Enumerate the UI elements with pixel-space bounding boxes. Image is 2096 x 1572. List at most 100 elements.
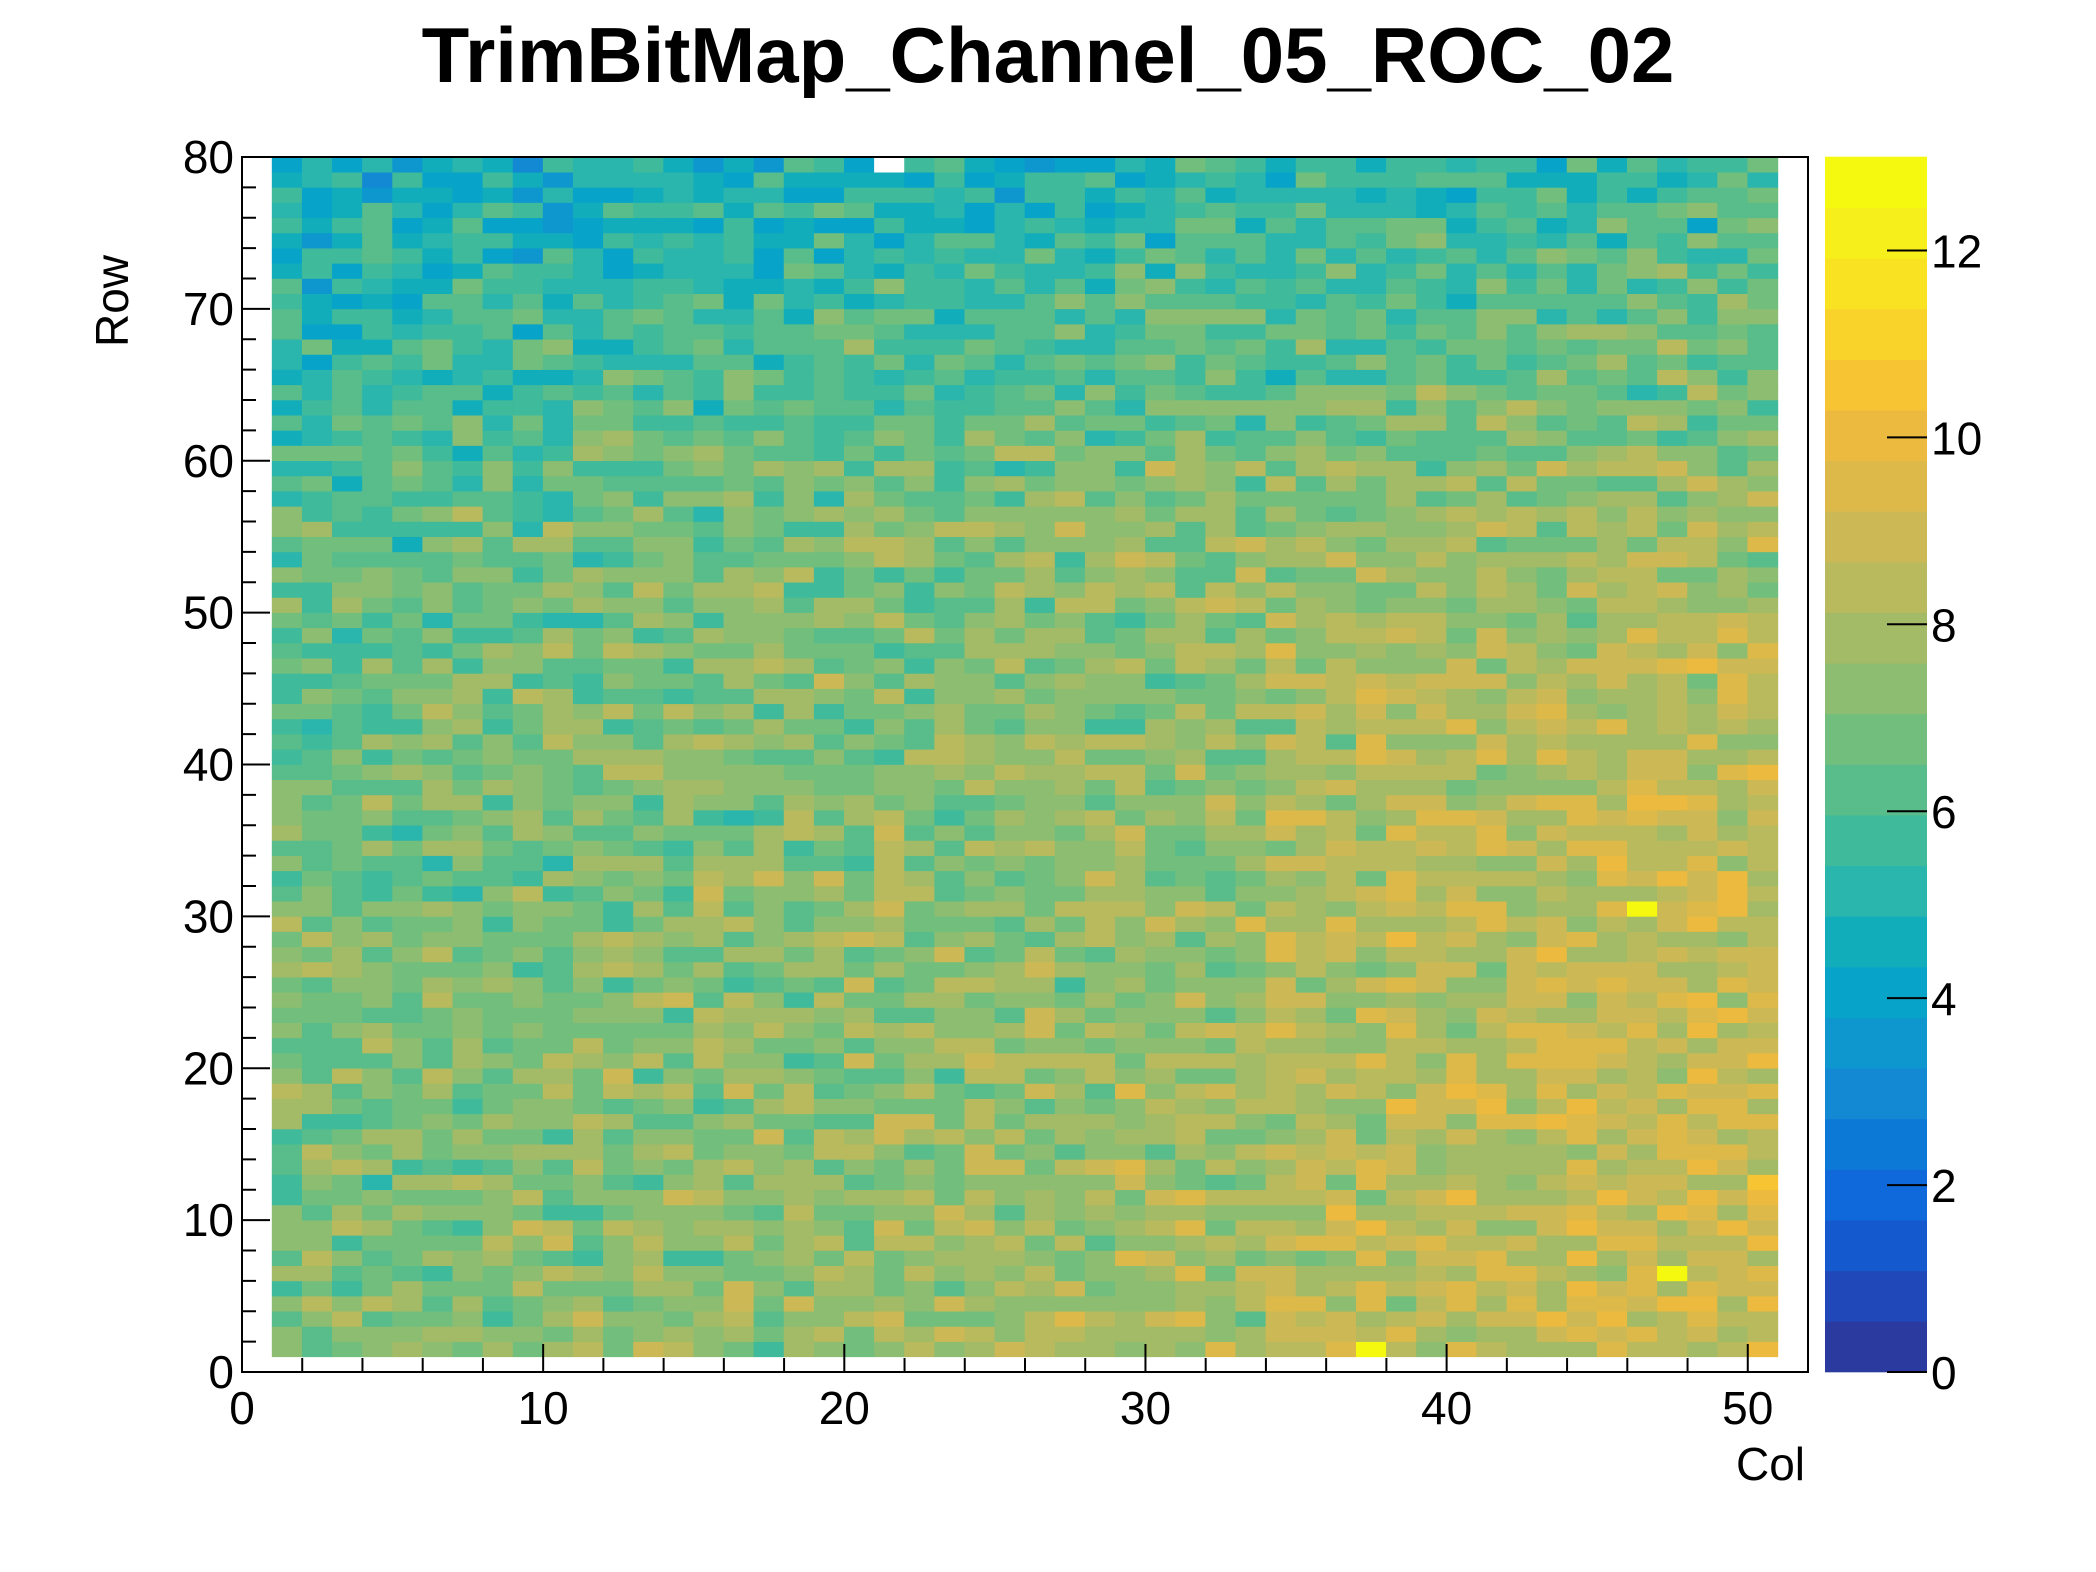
heatmap-cell [813, 1250, 845, 1266]
heatmap-cell [482, 1310, 514, 1327]
heatmap-cell [753, 657, 785, 674]
heatmap-cell [934, 1235, 966, 1251]
heatmap-cell [813, 399, 845, 416]
heatmap-cell [1747, 1022, 1779, 1039]
heatmap-cell [1235, 779, 1267, 796]
heatmap-cell [1536, 1265, 1568, 1282]
heatmap-cell [572, 187, 604, 203]
heatmap-cell [753, 1067, 785, 1084]
heatmap-cell [633, 1098, 664, 1115]
heatmap-cell [663, 384, 695, 401]
heatmap-cell [934, 475, 966, 492]
heatmap-cell [633, 536, 664, 553]
heatmap-cell [633, 1250, 664, 1266]
heatmap-cell [1115, 733, 1146, 750]
heatmap-cell [904, 490, 935, 507]
heatmap-cell [392, 764, 423, 780]
heatmap-cell [1054, 1310, 1086, 1327]
heatmap-cell [422, 1052, 454, 1069]
heatmap-cell [1446, 1174, 1478, 1191]
heatmap-cell [1657, 1204, 1688, 1221]
heatmap-cell [1024, 885, 1056, 902]
heatmap-cell [1536, 445, 1568, 462]
heatmap-cell [1145, 1128, 1176, 1145]
heatmap-cell [934, 779, 966, 796]
heatmap-cell [542, 840, 574, 856]
heatmap-cell [1717, 1083, 1749, 1099]
heatmap-cell [1205, 490, 1237, 507]
heatmap-cell [1084, 718, 1116, 735]
heatmap-cell [1355, 976, 1387, 993]
heatmap-cell [301, 354, 333, 370]
heatmap-cell [452, 1235, 484, 1251]
heatmap-cell [512, 1280, 544, 1297]
heatmap-cell [603, 673, 634, 689]
heatmap-cell [753, 278, 785, 294]
heatmap-cell [1446, 293, 1478, 310]
heatmap-cell [1717, 916, 1749, 932]
heatmap-cell [1175, 779, 1206, 796]
heatmap-cell [1506, 1098, 1538, 1115]
heatmap-cell [964, 202, 996, 219]
heatmap-cell [753, 399, 785, 416]
heatmap-cell [1536, 885, 1568, 902]
heatmap-cell [1416, 885, 1447, 902]
heatmap-cell [934, 430, 966, 446]
heatmap-cell [633, 521, 664, 537]
heatmap-cell [994, 156, 1026, 173]
heatmap-cell [1295, 1310, 1327, 1327]
heatmap-cell [422, 1204, 454, 1221]
heatmap-cell [1627, 749, 1658, 765]
heatmap-cell [301, 916, 333, 932]
heatmap-cell [994, 414, 1026, 431]
heatmap-cell [1355, 794, 1387, 811]
heatmap-cell [271, 338, 303, 355]
heatmap-cell [362, 445, 393, 462]
x-tick-label: 10 [518, 1382, 569, 1434]
heatmap-cell [1446, 961, 1478, 978]
heatmap-cell [663, 733, 695, 750]
heatmap-cell [1596, 399, 1628, 416]
heatmap-cell [964, 293, 996, 310]
heatmap-cell [934, 931, 966, 948]
heatmap-cell [1024, 794, 1056, 811]
heatmap-cell [723, 551, 755, 568]
heatmap-cell [1747, 824, 1779, 841]
heatmap-cell [934, 1310, 966, 1327]
heatmap-cell [874, 460, 905, 477]
heatmap-cell [844, 445, 875, 462]
heatmap-cell [633, 642, 664, 659]
heatmap-cell [603, 232, 634, 249]
heatmap-cell [1205, 673, 1237, 689]
heatmap-cell [332, 384, 363, 401]
heatmap-cell [572, 156, 604, 173]
heatmap-cell [1295, 855, 1327, 872]
heatmap-cell [964, 187, 996, 203]
heatmap-cell [392, 1113, 423, 1130]
heatmap-cell [633, 976, 664, 993]
heatmap-cell [482, 1143, 514, 1160]
heatmap-cell [1084, 1143, 1116, 1160]
heatmap-cell [1145, 308, 1176, 325]
heatmap-cell [1446, 202, 1478, 219]
heatmap-cell [1265, 308, 1297, 325]
heatmap-cell [934, 1007, 966, 1023]
heatmap-cell [1687, 840, 1718, 856]
heatmap-cell [1145, 1189, 1176, 1206]
heatmap-cell [271, 1341, 303, 1358]
heatmap-cell [994, 794, 1026, 811]
heatmap-cell [452, 475, 484, 492]
heatmap-cell [1476, 217, 1508, 234]
heatmap-cell [1386, 885, 1417, 902]
heatmap-cell [1596, 475, 1628, 492]
heatmap-cell [663, 1143, 695, 1160]
heatmap-cell [422, 1007, 454, 1023]
heatmap-cell [1295, 1037, 1327, 1054]
heatmap-cell [422, 581, 454, 598]
heatmap-cell [964, 916, 996, 932]
heatmap-cell [1054, 1250, 1086, 1266]
heatmap-cell [1054, 506, 1086, 522]
heatmap-cell [1717, 733, 1749, 750]
heatmap-cell [1084, 703, 1116, 720]
heatmap-cell [1687, 764, 1718, 780]
